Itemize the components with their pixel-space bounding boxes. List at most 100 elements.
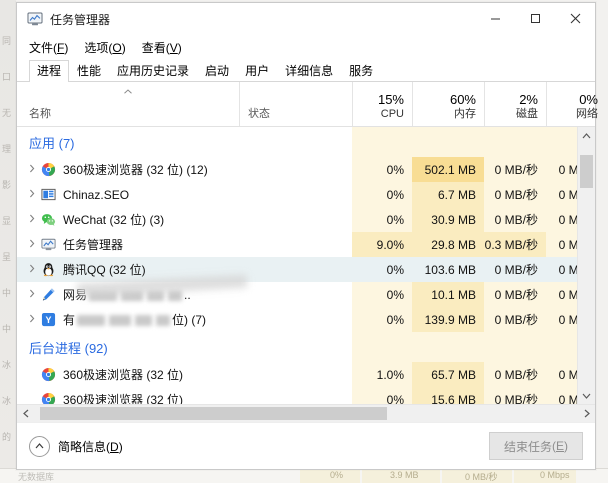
vertical-scrollbar[interactable] [577, 127, 595, 404]
expand-chevron-icon[interactable] [25, 164, 39, 176]
window-title: 任务管理器 [50, 12, 111, 27]
table-row[interactable]: 360极速浏览器 (32 位) 0%15.6 MB0 MB/秒0 Mbps [17, 387, 577, 404]
chevron-left-icon[interactable] [17, 405, 34, 422]
process-name-cell: 任务管理器 [17, 232, 239, 257]
tab-用户[interactable]: 用户 [245, 64, 270, 78]
background-ghost-text: 同 [2, 36, 11, 46]
table-row[interactable]: 360极速浏览器 (32 位) (12) 0%502.1 MB0 MB/秒0 Mb… [17, 157, 577, 182]
close-icon[interactable] [555, 3, 595, 33]
column-header-status[interactable]: 状态 [239, 82, 352, 126]
process-cpu-cell: 0% [352, 307, 412, 332]
menu-item-1[interactable]: 文件(F) [29, 40, 69, 55]
background-ghost-text: 呈 [2, 252, 11, 262]
tab-服务[interactable]: 服务 [349, 64, 374, 78]
tab-启动[interactable]: 启动 [205, 64, 230, 78]
process-network-cell: 0 Mbps [546, 307, 577, 332]
process-cpu-cell: 0% [352, 387, 412, 404]
background-row-memory: 3.9 MB [390, 470, 419, 480]
column-header-name-label: 名称 [29, 108, 51, 120]
process-status-cell [239, 362, 352, 387]
table-row[interactable]: 腾讯QQ (32 位) 0% 103.6 MB 0 MB/秒 0 Mbps [17, 257, 577, 282]
svg-text:Y: Y [46, 314, 52, 324]
chevron-up-icon[interactable] [578, 127, 595, 144]
table-row[interactable]: 任务管理器 9.0%29.8 MB0.3 MB/秒0 Mbps [17, 232, 577, 257]
process-name: Chinaz.SEO [63, 187, 130, 202]
background-ghost-text: 中 [2, 288, 11, 298]
group-header-cell-network [546, 332, 577, 362]
tab-进程[interactable]: 进程 [29, 60, 70, 83]
process-cpu-cell: 0% [352, 157, 412, 182]
background-ghost-text: 影 [2, 180, 11, 190]
expand-chevron-icon[interactable] [25, 239, 39, 251]
background-row-disk: 0 MB/秒 [465, 472, 498, 482]
process-group-header[interactable]: 后台进程 (92) [17, 332, 577, 362]
minimize-icon[interactable] [475, 3, 515, 33]
horizontal-scrollbar[interactable] [17, 404, 595, 422]
background-row-name: 无数据库 [18, 472, 55, 482]
process-cpu-cell: 0% [386, 262, 404, 277]
menu-item-3[interactable]: 查看(V) [141, 40, 182, 55]
background-ghost-text: 口 [2, 72, 11, 82]
expand-chevron-icon[interactable] [25, 264, 39, 276]
pencil-icon [41, 287, 57, 303]
window-controls [475, 3, 595, 35]
table-row[interactable]: Chinaz.SEO 0%6.7 MB0 MB/秒0 Mbps [17, 182, 577, 207]
process-group-header[interactable]: 应用 (7) [17, 127, 577, 157]
expand-chevron-icon[interactable] [25, 189, 39, 201]
task-manager-window: 任务管理器 文件(F) 选项(O) 查看(V) 进程 性能 应用历史记录 启动 用户 详细信息… [16, 2, 598, 470]
tab-详细信息[interactable]: 详细信息 [285, 64, 334, 78]
process-name-cell: 网易.. [17, 282, 239, 307]
process-memory-cell: 10.1 MB [412, 282, 484, 307]
title-bar[interactable]: 任务管理器 [17, 3, 595, 35]
process-network-cell: 0 Mbps [546, 207, 577, 232]
process-status-cell [239, 157, 352, 182]
process-name-cell: Y 有 位) (7) [17, 307, 239, 332]
column-header-network[interactable]: 0% 网络 [546, 82, 606, 126]
process-cpu-cell: 0% [352, 282, 412, 307]
chevron-right-icon[interactable] [578, 405, 595, 422]
expand-chevron-icon[interactable] [25, 314, 39, 326]
table-row[interactable]: WeChat (32 位) (3) 0%30.9 MB0 MB/秒0 Mbps [17, 207, 577, 232]
tab-性能[interactable]: 性能 [77, 64, 102, 78]
process-name-cell: Chinaz.SEO [17, 182, 239, 207]
maximize-icon[interactable] [515, 3, 555, 33]
process-name-cell: 腾讯QQ (32 位) [17, 257, 239, 282]
table-row[interactable]: 360极速浏览器 (32 位) 1.0%65.7 MB0 MB/秒0 Mbps [17, 362, 577, 387]
column-header-name[interactable]: 名称 [17, 82, 239, 126]
horizontal-scrollbar-thumb[interactable] [39, 407, 387, 420]
column-header-disk[interactable]: 2% 磁盘 [484, 82, 546, 126]
group-header-cell-network [546, 127, 577, 157]
tab-应用历史记录[interactable]: 应用历史记录 [117, 64, 190, 78]
process-network-cell: 0 Mbps [546, 157, 577, 182]
process-name: 腾讯QQ (32 位) [63, 263, 146, 277]
chinaz-icon [41, 187, 57, 203]
process-name-suffix: 位) (7) [172, 313, 207, 327]
process-status-cell [239, 282, 352, 307]
process-disk-cell: 0 MB/秒 [484, 387, 546, 404]
table-row[interactable]: Y 有 位) (7) 0%139.9 MB0 MB/秒0 Mbps [17, 307, 577, 332]
background-row-network: 0 Mbps [540, 470, 570, 480]
process-status-cell [239, 387, 352, 404]
menu-item-2[interactable]: 选项(O) [84, 40, 126, 55]
column-header-cpu[interactable]: 15% CPU [352, 82, 412, 126]
process-cpu-cell: 1.0% [352, 362, 412, 387]
background-ghost-text: 冰 [2, 360, 11, 370]
fewer-details-label: 简略信息(D) [58, 439, 123, 454]
column-header-memory[interactable]: 60% 内存 [412, 82, 484, 126]
process-name: WeChat (32 位) (3) [63, 213, 165, 227]
background-ghost-text: 显 [2, 216, 11, 226]
process-network-cell: 0 Mbps [558, 262, 577, 277]
redacted-text [75, 313, 172, 327]
background-bottom-row: 无数据库 0% 3.9 MB 0 MB/秒 0 Mbps [0, 468, 608, 483]
chevron-down-icon[interactable] [578, 387, 595, 404]
process-name-suffix: .. [184, 287, 191, 302]
table-row[interactable]: 网易.. 0%10.1 MB0 MB/秒0 Mbps [17, 282, 577, 307]
vertical-scrollbar-thumb[interactable] [580, 155, 593, 189]
background-ghost-text: 无 [2, 108, 11, 118]
process-status-cell [239, 182, 352, 207]
expand-chevron-icon[interactable] [25, 214, 39, 226]
redacted-text [87, 288, 184, 302]
end-task-button[interactable]: 结束任务(E) [489, 432, 583, 460]
fewer-details-button[interactable]: 简略信息(D) [29, 435, 123, 457]
expand-chevron-icon[interactable] [25, 289, 39, 301]
